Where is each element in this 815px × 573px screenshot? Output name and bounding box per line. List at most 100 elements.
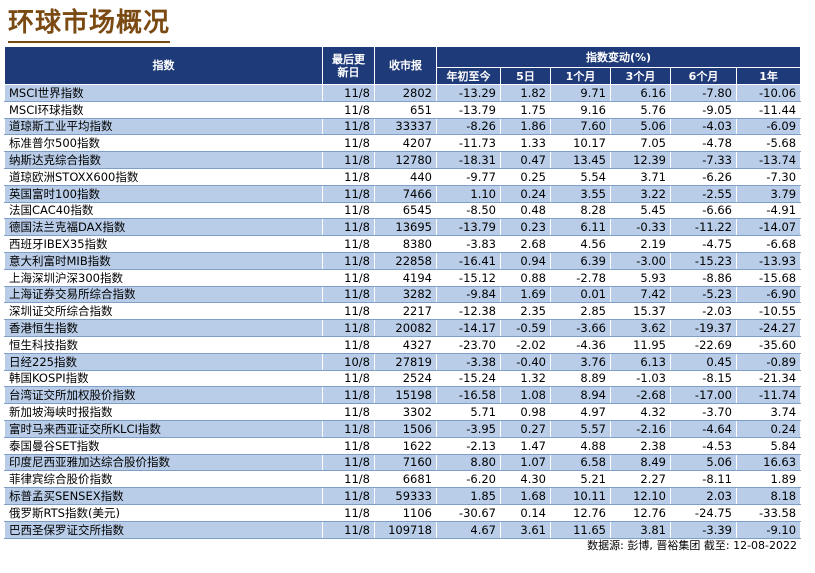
change-5d: 0.23 xyxy=(500,218,551,237)
change-6m: 2.03 xyxy=(670,487,737,505)
last-update: 11/8 xyxy=(322,235,375,253)
change-3m: 2.38 xyxy=(610,437,671,455)
change-1m: 4.88 xyxy=(550,437,611,455)
header-index: 指数 xyxy=(4,46,323,85)
change-5d: 4.30 xyxy=(500,470,551,489)
index-name: 富时马来西亚证交所KLCI指数 xyxy=(4,420,323,438)
change-1y: 3.79 xyxy=(735,185,802,203)
change-3m: -3.00 xyxy=(610,252,671,270)
change-5d: 1.75 xyxy=(500,101,551,119)
last-update: 11/8 xyxy=(322,302,375,321)
change-ytd: -9.84 xyxy=(436,286,501,304)
last-update: 11/8 xyxy=(322,134,375,153)
change-ytd: 8.80 xyxy=(436,454,501,472)
change-ytd: -13.29 xyxy=(436,84,501,102)
header-last-update: 最后更新日 xyxy=(322,46,375,85)
close-value: 440 xyxy=(374,168,437,186)
index-name: 台湾证交所加权股价指数 xyxy=(4,386,323,405)
market-table: 指数 最后更新日 收市报 指数变动(%) 年初至今 5日 1个月 3个月 6个月… xyxy=(4,46,802,539)
change-3m: 3.62 xyxy=(610,319,671,337)
change-3m: 6.13 xyxy=(610,353,671,371)
change-6m: -15.23 xyxy=(670,252,737,270)
change-1m: 9.16 xyxy=(550,101,611,119)
change-ytd: -23.70 xyxy=(436,336,501,354)
header-5d: 5日 xyxy=(500,67,551,85)
table-row: 标准普尔500指数 11/8 4207 -11.73 1.33 10.17 7.05 -4.7… xyxy=(4,134,802,153)
change-3m: -0.33 xyxy=(610,218,671,237)
last-update: 11/8 xyxy=(322,151,375,169)
change-1m: 9.71 xyxy=(550,84,611,102)
change-6m: -4.53 xyxy=(670,437,737,455)
change-ytd: -3.83 xyxy=(436,235,501,253)
change-3m: 2.19 xyxy=(610,235,671,253)
close-value: 1506 xyxy=(374,420,437,438)
change-1y: 1.89 xyxy=(735,470,802,489)
change-3m: 5.76 xyxy=(610,101,671,119)
change-1m: 6.11 xyxy=(550,218,611,237)
change-ytd: -8.50 xyxy=(436,202,501,220)
change-1m: 3.76 xyxy=(550,353,611,371)
close-value: 27819 xyxy=(374,353,437,371)
change-6m: -3.70 xyxy=(670,403,737,421)
index-name: 英国富时100指数 xyxy=(4,185,323,203)
last-update: 11/8 xyxy=(322,470,375,489)
close-value: 6681 xyxy=(374,470,437,489)
change-6m: -4.78 xyxy=(670,134,737,153)
close-value: 2217 xyxy=(374,302,437,321)
change-1y: -33.58 xyxy=(735,504,802,522)
last-update: 11/8 xyxy=(322,202,375,220)
change-1y: 8.18 xyxy=(735,487,802,505)
index-name: 道琼欧洲STOXX600指数 xyxy=(4,168,323,186)
table-row: 法国CAC40指数 11/8 6545 -8.50 0.48 8.28 5.45 -6.66-… xyxy=(4,202,802,220)
change-1m: 3.55 xyxy=(550,185,611,203)
source-note: 数据源: 彭博, 晋裕集团 截至: 12-08-2022 xyxy=(587,539,797,552)
last-update: 11/8 xyxy=(322,386,375,405)
change-1m: 8.28 xyxy=(550,202,611,220)
change-1y: -6.68 xyxy=(735,235,802,253)
table-row: 标普孟买SENSEX指数 11/8 59333 1.85 1.68 10.11 12.10 2… xyxy=(4,487,802,505)
change-5d: 1.08 xyxy=(500,386,551,405)
change-5d: 2.68 xyxy=(500,235,551,253)
change-1m: 10.11 xyxy=(550,487,611,505)
close-value: 109718 xyxy=(374,521,437,539)
close-value: 1106 xyxy=(374,504,437,522)
table-row: 上海深圳沪深300指数 11/8 4194 -15.12 0.88 -2.78 5.93 -8… xyxy=(4,269,802,287)
change-3m: 3.22 xyxy=(610,185,671,203)
table-row: 上海证券交易所综合指数 11/8 3282 -9.84 1.69 0.01 7.42 -5.2… xyxy=(4,286,802,304)
change-5d: 3.61 xyxy=(500,521,551,539)
table-row: 日经225指数 10/8 27819 -3.38 -0.40 3.76 6.13 0.45 -0… xyxy=(4,353,802,371)
change-1m: 6.58 xyxy=(550,454,611,472)
change-1y: -6.90 xyxy=(735,286,802,304)
last-update: 11/8 xyxy=(322,101,375,119)
table-row: 新加坡海峡时报指数 11/8 3302 5.71 0.98 4.97 4.32 -3.70 3.… xyxy=(4,403,802,421)
last-update: 11/8 xyxy=(322,84,375,102)
change-1m: -4.36 xyxy=(550,336,611,354)
change-ytd: 1.85 xyxy=(436,487,501,505)
close-value: 22858 xyxy=(374,252,437,270)
change-3m: 7.42 xyxy=(610,286,671,304)
change-ytd: -13.79 xyxy=(436,101,501,119)
change-5d: 0.47 xyxy=(500,151,551,169)
close-value: 12780 xyxy=(374,151,437,169)
index-name: 意大利富时MIB指数 xyxy=(4,252,323,270)
change-3m: -2.16 xyxy=(610,420,671,438)
change-5d: 1.07 xyxy=(500,454,551,472)
change-6m: -8.86 xyxy=(670,269,737,287)
change-1y: -10.06 xyxy=(735,84,802,102)
change-1m: 11.65 xyxy=(550,521,611,539)
change-1m: 0.01 xyxy=(550,286,611,304)
change-ytd: -30.67 xyxy=(436,504,501,522)
header-6m: 6个月 xyxy=(670,67,737,85)
change-6m: 5.06 xyxy=(670,454,737,472)
change-ytd: -16.58 xyxy=(436,386,501,405)
change-3m: 2.27 xyxy=(610,470,671,489)
table-row: 道琼斯工业平均指数 11/8 33337 -8.26 1.86 7.60 5.06 -4.03… xyxy=(4,118,802,136)
header-ytd: 年初至今 xyxy=(436,67,501,85)
change-6m: -11.22 xyxy=(670,218,737,237)
last-update: 10/8 xyxy=(322,353,375,371)
change-6m: -8.15 xyxy=(670,370,737,388)
change-1y: 5.84 xyxy=(735,437,802,455)
index-name: 恒生科技指数 xyxy=(4,336,323,354)
table-row: 台湾证交所加权股价指数 11/8 15198 -16.58 1.08 8.94 -2.68-… xyxy=(4,386,802,405)
